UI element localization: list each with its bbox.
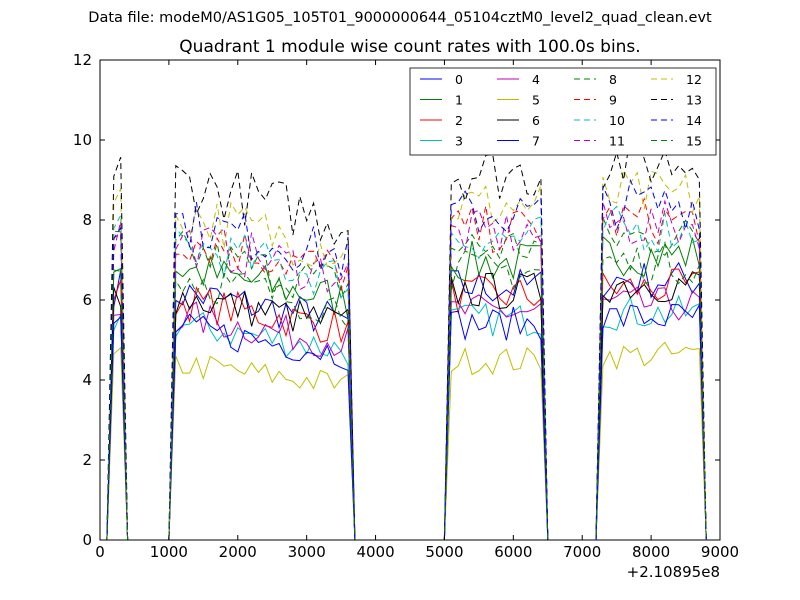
legend-label-3: 3 (455, 134, 463, 149)
legend-label-12: 12 (686, 72, 702, 87)
series-line-5 (106, 341, 707, 541)
y-tick-label: 6 (82, 291, 92, 309)
x-tick-label: 5000 (425, 543, 463, 561)
series-line-2 (106, 268, 707, 541)
x-tick-label: 0 (95, 543, 105, 561)
legend-label-14: 14 (686, 113, 702, 128)
x-tick-label: 6000 (494, 543, 532, 561)
x-tick-label: 8000 (632, 543, 670, 561)
y-tick-label: 2 (82, 451, 92, 469)
series-line-3 (106, 294, 707, 541)
series-line-8 (106, 217, 707, 541)
ticks-layer: 0 1000 2000 3000 4000 5000 6000 7000 8000 9000 0 2 4… (73, 51, 739, 561)
series-line-9 (106, 197, 707, 541)
y-tick-label: 4 (82, 371, 92, 389)
legend-label-10: 10 (609, 113, 625, 128)
legend-label-13: 13 (686, 93, 702, 108)
series-line-12 (106, 169, 707, 541)
series-line-11 (106, 199, 707, 541)
series-line-10 (106, 205, 707, 541)
x-offset-label: +2.10895e8 (627, 563, 720, 581)
figure-suptitle: Data file: modeM0/AS1G05_105T01_90000006… (88, 10, 712, 26)
legend-label-0: 0 (455, 72, 463, 87)
x-tick-label: 4000 (356, 543, 394, 561)
legend-label-2: 2 (455, 113, 463, 128)
series-line-6 (106, 271, 707, 541)
series-line-1 (106, 235, 707, 541)
y-tick-label: 8 (82, 211, 92, 229)
x-tick-label: 1000 (150, 543, 188, 561)
legend-label-5: 5 (532, 93, 540, 108)
legend-label-7: 7 (532, 134, 540, 149)
legend-label-8: 8 (609, 72, 617, 87)
legend-label-15: 15 (686, 134, 702, 149)
series-line-4 (106, 286, 707, 541)
legend-label-6: 6 (532, 113, 540, 128)
series-layer (106, 134, 707, 541)
legend-label-4: 4 (532, 72, 540, 87)
legend-label-1: 1 (455, 93, 463, 108)
x-tick-label: 2000 (219, 543, 257, 561)
legend-label-11: 11 (609, 134, 625, 149)
y-tick-label: 10 (73, 131, 92, 149)
legend-label-9: 9 (609, 93, 617, 108)
y-tick-label: 12 (73, 51, 92, 69)
series-line-7 (106, 303, 707, 541)
x-tick-label: 7000 (563, 543, 601, 561)
series-line-13 (106, 134, 707, 541)
chart-title: Quadrant 1 module wise count rates with … (179, 37, 641, 57)
y-tick-label: 0 (82, 531, 92, 549)
x-tick-label: 9000 (701, 543, 739, 561)
x-tick-label: 3000 (288, 543, 326, 561)
